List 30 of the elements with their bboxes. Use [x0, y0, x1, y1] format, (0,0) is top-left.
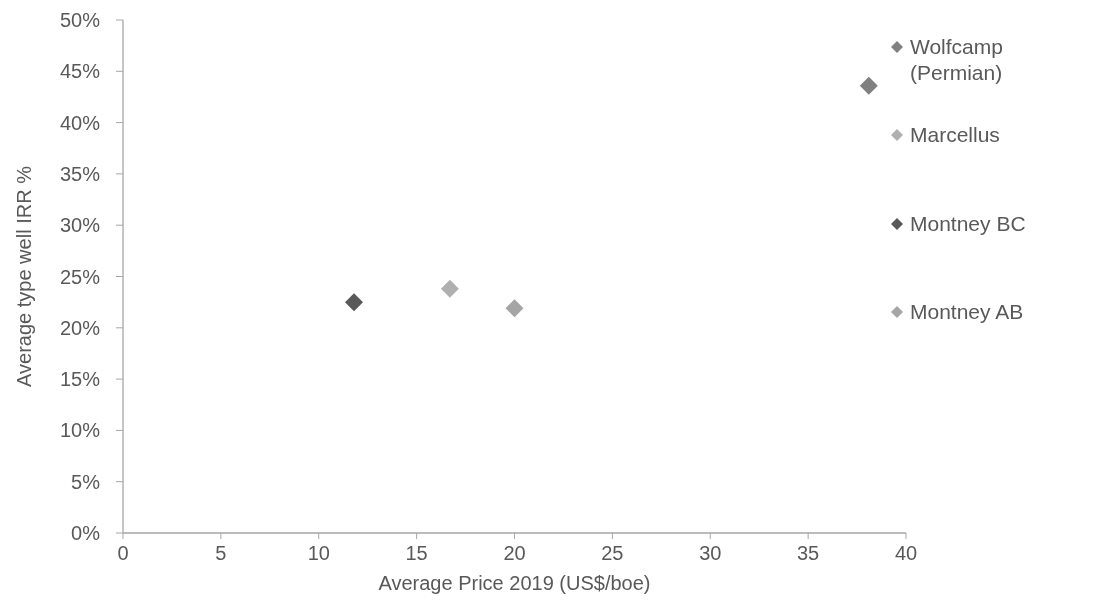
y-tick-label: 15% [59, 368, 101, 391]
y-tick-label: 50% [59, 9, 101, 31]
x-tick-label: 5 [215, 542, 227, 564]
y-tick-label: 35% [59, 162, 101, 185]
point [344, 293, 363, 312]
y-tick-label: 10% [59, 419, 101, 442]
y-tick-label: 30% [59, 214, 101, 237]
y-tick-label: 5% [71, 470, 101, 493]
y-axis-title: Average type well IRR % [13, 165, 35, 387]
x-tick-label: 25 [601, 542, 624, 564]
y-tick-label: 45% [59, 60, 101, 83]
point [505, 299, 524, 318]
x-tick-label: 15 [405, 542, 428, 564]
x-tick-label: 10 [307, 542, 330, 564]
x-tick-label: 35 [797, 542, 820, 564]
y-tick-label: 25% [59, 265, 101, 288]
point [859, 76, 878, 95]
legend-label: Wolfcamp (Permian) [910, 35, 1003, 84]
legend-label: Montney AB [910, 300, 1024, 323]
y-tick-label: 0% [71, 522, 101, 544]
x-tick-label: 30 [699, 542, 722, 564]
legend-label: Marcellus [910, 123, 1000, 146]
x-tick-label: 20 [503, 542, 526, 564]
legend-label: Montney BC [910, 212, 1026, 235]
x-axis-title: Average Price 2019 (US$/boe) [378, 572, 651, 594]
x-tick-label: 0 [117, 542, 129, 564]
x-tick-label: 40 [894, 542, 918, 564]
point [440, 279, 459, 298]
y-tick-label: 20% [59, 316, 101, 339]
y-tick-label: 40% [59, 111, 101, 134]
